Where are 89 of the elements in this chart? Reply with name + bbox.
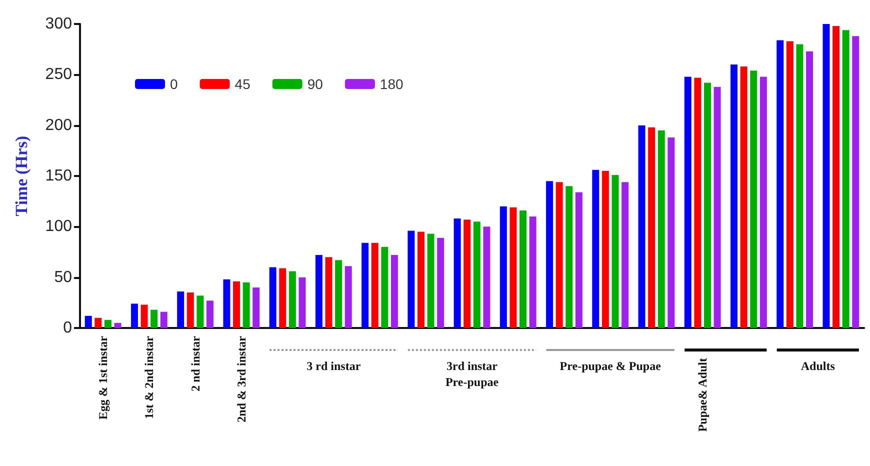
bar — [806, 51, 814, 328]
bar — [822, 24, 830, 328]
bar — [852, 36, 860, 328]
bar — [842, 30, 850, 328]
bar — [177, 292, 184, 328]
bar — [704, 82, 711, 328]
bar — [668, 137, 675, 328]
bar — [362, 242, 369, 328]
legend-label: 0 — [170, 76, 178, 92]
bar — [417, 232, 424, 328]
bar — [730, 64, 738, 328]
bar — [500, 206, 507, 328]
bar — [714, 86, 721, 328]
bar — [427, 234, 434, 328]
y-tick-label: 0 — [63, 320, 72, 336]
bar — [786, 41, 794, 328]
y-tick-label: 300 — [45, 16, 72, 32]
bar — [694, 78, 702, 328]
bar — [335, 260, 342, 328]
bar — [454, 218, 461, 328]
y-tick-label: 50 — [54, 268, 72, 286]
bar — [658, 130, 665, 328]
bar — [483, 226, 490, 328]
legend-label: 180 — [380, 76, 404, 92]
legend-label: 45 — [234, 76, 251, 92]
bar — [206, 300, 214, 328]
bar — [140, 304, 148, 328]
bar — [592, 170, 600, 328]
bar — [473, 222, 480, 328]
bar — [371, 242, 378, 328]
bar — [288, 271, 296, 328]
text: Pre-pupae & Pupae — [560, 359, 662, 373]
bar — [408, 230, 415, 328]
bar — [84, 316, 92, 328]
y-tick-label: 250 — [45, 66, 72, 84]
y-tick-label: 150 — [45, 168, 72, 184]
bar — [344, 266, 352, 328]
bar — [269, 267, 276, 328]
bar — [612, 174, 619, 328]
y-tick-label: 200 — [45, 116, 72, 134]
bar — [602, 170, 609, 328]
bar — [546, 181, 554, 328]
bar — [233, 281, 240, 328]
bar — [315, 255, 322, 328]
text: Adults — [800, 359, 836, 373]
bar — [325, 257, 332, 328]
bar — [510, 207, 517, 328]
legend-label: 90 — [307, 76, 324, 92]
text: 3rd instar Pre-pupae — [445, 359, 500, 389]
bar — [252, 287, 260, 328]
bar — [196, 296, 204, 328]
bar — [529, 216, 536, 328]
bar — [94, 318, 102, 328]
bar — [437, 238, 444, 328]
bar — [575, 192, 582, 328]
bar — [464, 220, 471, 328]
bar — [622, 182, 629, 328]
bar — [684, 76, 692, 328]
bar — [648, 127, 656, 328]
bar — [186, 292, 194, 328]
bar — [796, 44, 804, 328]
bar — [298, 277, 306, 328]
bar — [381, 246, 388, 328]
bar — [760, 76, 767, 328]
bar — [130, 304, 138, 328]
text: Pupae& Adult — [696, 358, 710, 432]
bar — [242, 282, 250, 328]
bar — [390, 255, 398, 328]
bar — [750, 70, 758, 328]
bar — [832, 26, 840, 328]
bar — [566, 186, 573, 328]
bar — [223, 279, 230, 328]
bar — [114, 322, 122, 328]
bar — [150, 310, 158, 328]
y-tick-label: 100 — [45, 218, 72, 236]
bar — [556, 182, 563, 328]
bar — [520, 210, 527, 328]
x-tick-label: Egg & 1st instar — [96, 335, 110, 420]
y-axis-title: Time (Hrs) — [12, 136, 31, 216]
x-tick-label: 1st & 2nd instar — [142, 335, 156, 420]
bar — [740, 66, 748, 328]
bar — [104, 320, 112, 328]
text: 3 rd instar — [306, 359, 362, 373]
x-tick-label: 2nd & 3rd instar — [234, 335, 248, 422]
bar — [776, 40, 784, 328]
bar — [279, 268, 286, 328]
x-tick-label: 2 nd instar — [188, 335, 202, 392]
bar — [638, 125, 646, 328]
bar — [160, 312, 168, 328]
